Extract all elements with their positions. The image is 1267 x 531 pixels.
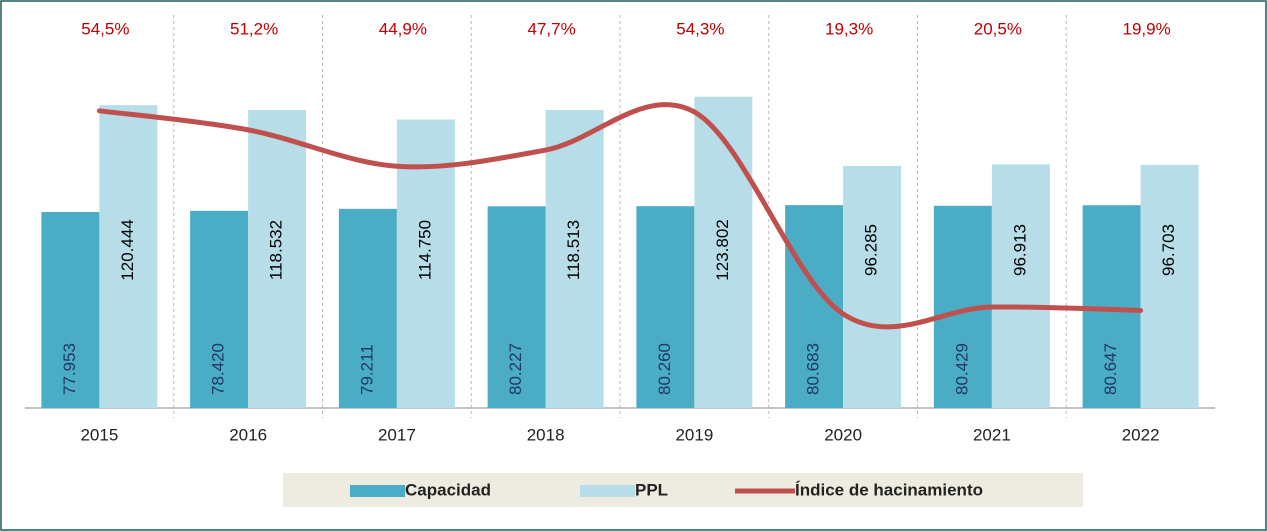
value-label: 114.750 [415, 220, 434, 280]
legend-label: Capacidad [405, 480, 491, 499]
value-label: 19,9% [1123, 19, 1171, 38]
x-tick-label: 2019 [675, 425, 713, 444]
bar [636, 206, 695, 408]
bar [41, 212, 100, 408]
value-label: 96.913 [1010, 224, 1029, 276]
value-label: 80.647 [1101, 343, 1120, 395]
value-label: 54,3% [676, 19, 724, 38]
value-label: 47,7% [528, 19, 576, 38]
value-label: 120.444 [118, 219, 137, 280]
bar [1140, 164, 1199, 408]
value-label: 118.532 [267, 220, 286, 280]
value-label: 54,5% [81, 19, 129, 38]
value-label: 78.420 [209, 343, 228, 395]
value-label: 79.211 [357, 344, 376, 395]
value-label: 44,9% [379, 19, 427, 38]
bar [99, 105, 158, 408]
value-label: 80.683 [804, 343, 823, 395]
value-label: 96.285 [862, 224, 881, 276]
value-label: 51,2% [230, 19, 278, 38]
legend-swatch [350, 485, 405, 497]
bar [338, 208, 397, 408]
x-tick-label: 2020 [824, 425, 862, 444]
bar [843, 165, 902, 408]
bar [487, 206, 546, 408]
value-label: 80.227 [506, 343, 525, 395]
bar [694, 96, 753, 408]
value-label: 80.429 [952, 343, 971, 395]
bar [991, 164, 1050, 408]
legend-swatch [580, 485, 635, 497]
legend-box [283, 473, 1083, 507]
value-label: 19,3% [825, 19, 873, 38]
value-label: 123.802 [713, 219, 732, 280]
x-tick-label: 2015 [80, 425, 118, 444]
value-label: 80.260 [655, 343, 674, 395]
x-tick-label: 2017 [378, 425, 416, 444]
value-label: 118.513 [564, 220, 583, 280]
value-label: 20,5% [974, 19, 1022, 38]
legend-label: PPL [635, 480, 668, 499]
legend-label: Índice de hacinamiento [795, 480, 983, 499]
x-tick-label: 2022 [1122, 425, 1160, 444]
value-label: 77.953 [60, 343, 79, 395]
x-tick-label: 2021 [973, 425, 1011, 444]
x-tick-label: 2018 [527, 425, 565, 444]
bar [545, 110, 604, 408]
bar [248, 109, 307, 408]
bar [190, 210, 249, 408]
x-tick-label: 2016 [229, 425, 267, 444]
value-label: 96.703 [1159, 224, 1178, 276]
line [96, 102, 1144, 330]
